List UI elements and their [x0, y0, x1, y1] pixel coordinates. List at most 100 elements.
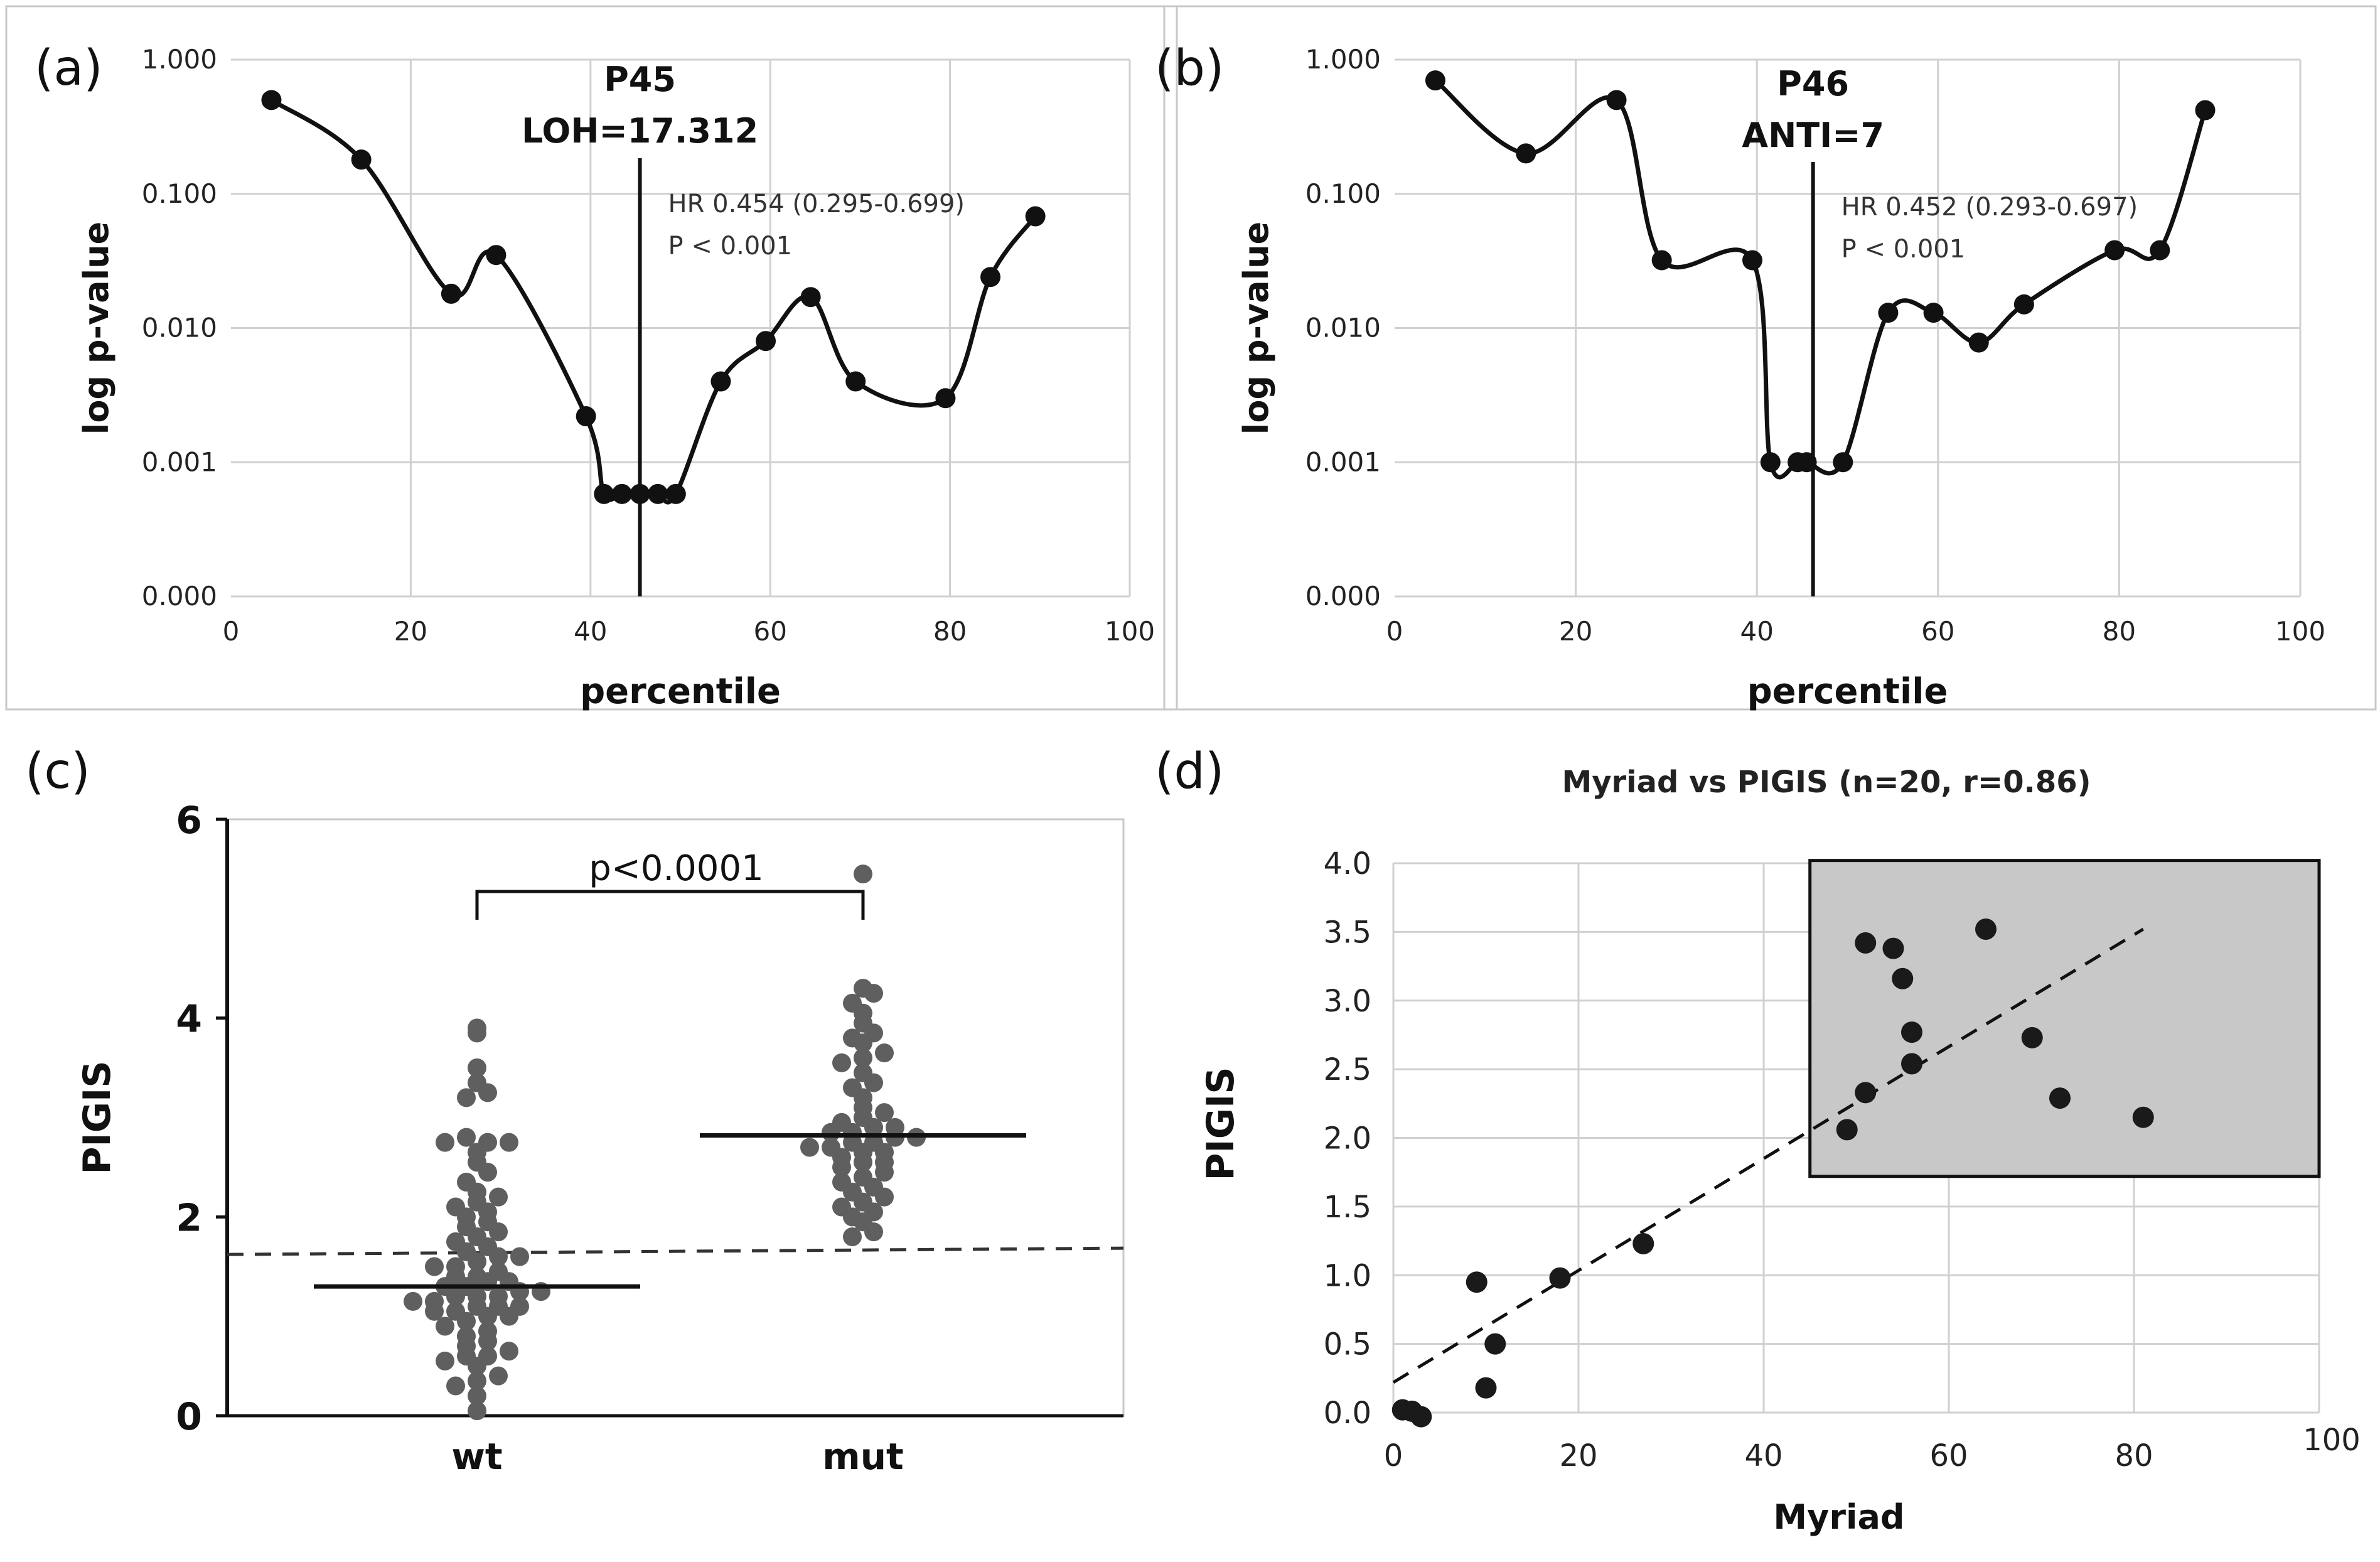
- chart-c-median-lines: [314, 1133, 1026, 1289]
- chart-d-y-ticks: 0.0 0.5 1.0 1.5 2.0 2.5 3.0 3.5 4.0: [1324, 846, 1371, 1431]
- chart-c-significance-bracket: [475, 890, 865, 920]
- a-data-point: [665, 483, 686, 504]
- chart-c-threshold-line: [227, 1246, 1124, 1256]
- c-data-point: [436, 1351, 454, 1371]
- c-y-tick-label: 0: [176, 1395, 202, 1439]
- chart-a-x-ticks: 0 20 40 60 80 100: [223, 616, 1155, 647]
- chart-c-y-axis-label: PIGIS: [75, 1060, 119, 1174]
- a-x-tick-label: 60: [753, 616, 786, 647]
- d-data-point: [1855, 932, 1877, 954]
- a-data-point: [261, 90, 282, 110]
- c-data-point: [875, 1043, 894, 1063]
- c-data-point: [436, 1317, 454, 1336]
- c-data-point: [478, 1322, 497, 1341]
- chart-a-p-annotation: P < 0.001: [668, 232, 793, 261]
- chart-b-cutoff-label-2: ANTI=7: [1742, 116, 1884, 155]
- c-data-point: [854, 1048, 872, 1067]
- chart-b-x-axis-label: percentile: [1747, 671, 1948, 712]
- b-data-point: [2104, 240, 2125, 261]
- b-data-point: [1606, 90, 1627, 110]
- chart-b-gridlines: [1395, 58, 2302, 598]
- d-y-tick-label: 0.0: [1324, 1396, 1371, 1431]
- chart-b-y-ticks: 0.000 0.001 0.010 0.100 1.000: [1305, 44, 1381, 611]
- c-data-point: [886, 1118, 904, 1137]
- c-data-point: [875, 1103, 894, 1123]
- c-data-point: [500, 1342, 518, 1361]
- c-data-point: [510, 1247, 529, 1266]
- c-data-point: [843, 1227, 862, 1246]
- c-data-point: [468, 1058, 486, 1077]
- a-data-point: [1025, 206, 1046, 227]
- d-x-tick-label: 60: [1929, 1438, 1968, 1473]
- d-data-point: [1882, 937, 1904, 959]
- c-data-point: [854, 1168, 872, 1187]
- a-y-tick-label: 0.001: [142, 446, 217, 477]
- chart-c-category-labels: wt mut: [451, 1435, 903, 1478]
- b-y-tick-label: 0.100: [1305, 178, 1381, 209]
- c-data-point: [832, 1053, 851, 1072]
- c-data-point: [489, 1187, 508, 1207]
- c-data-point: [832, 1112, 851, 1132]
- c-data-point: [446, 1232, 465, 1251]
- c-data-point: [468, 1371, 486, 1391]
- c-data-point: [510, 1296, 529, 1316]
- c-data-point: [457, 1327, 476, 1346]
- c-data-point: [468, 1073, 486, 1092]
- d-x-tick-label: 20: [1559, 1438, 1597, 1473]
- d-x-tick-label: 100: [2303, 1423, 2361, 1458]
- c-data-point: [468, 1386, 486, 1406]
- b-y-tick-label: 0.010: [1305, 313, 1381, 343]
- b-y-tick-label: 0.000: [1305, 581, 1381, 611]
- chart-a-y-axis-label: log p-value: [77, 222, 116, 434]
- c-data-point: [843, 1078, 862, 1097]
- chart-d-trendline: [1392, 927, 2145, 1384]
- b-x-tick-label: 60: [1921, 616, 1954, 647]
- a-x-tick-label: 20: [394, 616, 427, 647]
- d-y-tick-label: 3.0: [1324, 984, 1371, 1019]
- c-data-point: [468, 1401, 486, 1421]
- chart-a-y-ticks: 0.000 0.001 0.010 0.100 1.000: [142, 44, 217, 611]
- c-data-point: [457, 1088, 476, 1107]
- d-data-point: [1410, 1406, 1432, 1428]
- a-x-tick-label: 80: [933, 616, 967, 647]
- a-data-point: [710, 371, 731, 392]
- b-data-point: [2195, 100, 2216, 121]
- c-data-point: [854, 979, 872, 998]
- d-x-tick-label: 80: [2115, 1438, 2153, 1473]
- panel-b-frame: [1163, 5, 2377, 711]
- c-data-point: [854, 864, 872, 884]
- a-x-tick-label: 100: [1105, 616, 1155, 647]
- b-x-tick-label: 40: [1740, 616, 1773, 647]
- c-data-point: [436, 1133, 454, 1152]
- a-data-point: [576, 406, 596, 427]
- d-y-tick-label: 1.0: [1324, 1258, 1371, 1293]
- a-data-point: [441, 283, 461, 304]
- chart-a: 0.000 0.001 0.010 0.100 1.000 0 20 40 60 80 100 l…: [77, 44, 1155, 712]
- panel-label-a: (a): [35, 40, 103, 97]
- b-x-tick-label: 20: [1559, 616, 1592, 647]
- b-data-point: [1923, 303, 1944, 323]
- b-data-point: [1968, 332, 1989, 353]
- c-data-point: [800, 1138, 819, 1157]
- c-y-tick-label: 2: [176, 1196, 202, 1240]
- c-data-point: [404, 1291, 422, 1311]
- panel-label-b: (b): [1155, 40, 1224, 97]
- a-data-point: [486, 245, 507, 266]
- c-data-point: [843, 993, 862, 1013]
- c-data-point: [854, 1063, 872, 1082]
- c-data-point: [832, 1172, 851, 1192]
- d-data-point: [1484, 1333, 1506, 1355]
- d-data-point: [1892, 967, 1914, 989]
- c-data-point: [457, 1128, 476, 1147]
- b-data-point: [1651, 250, 1672, 271]
- a-y-tick-label: 1.000: [142, 44, 217, 75]
- chart-a-hr-annotation: HR 0.454 (0.295-0.699): [668, 190, 965, 218]
- b-y-tick-label: 1.000: [1305, 44, 1381, 75]
- chart-d-y-axis-label: PIGIS: [1199, 1067, 1243, 1180]
- chart-b-p-annotation: P < 0.001: [1841, 235, 1966, 264]
- chart-d-points: [1391, 918, 2154, 1428]
- panel-label-c: (c): [25, 743, 90, 800]
- chart-a-gridlines: [231, 58, 1131, 598]
- a-data-point: [611, 483, 632, 504]
- chart-d-x-ticks: 0 20 40 60 80 100: [1384, 1423, 2361, 1473]
